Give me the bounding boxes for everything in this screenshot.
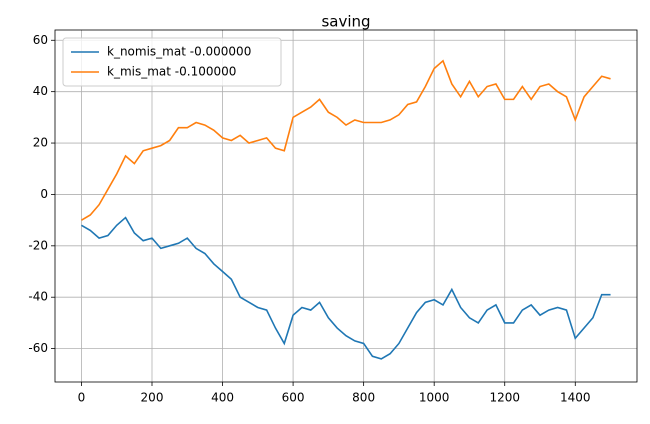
plot-frame bbox=[54, 29, 638, 383]
x-tick-label: 1000 bbox=[419, 391, 450, 405]
chart-title: saving bbox=[321, 13, 370, 31]
y-tick-label: -40 bbox=[28, 290, 48, 304]
legend: k_nomis_mat -0.000000 k_mis_mat -0.100000 bbox=[62, 37, 282, 87]
y-tick-label: -20 bbox=[28, 238, 48, 252]
y-tick-label: 20 bbox=[33, 136, 48, 150]
line bbox=[81, 59, 611, 221]
x-tick-label: 800 bbox=[352, 391, 375, 405]
x-tick-label: 600 bbox=[282, 391, 305, 405]
x-tick-label: 400 bbox=[211, 391, 234, 405]
y-tick-label: -60 bbox=[28, 341, 48, 355]
y-tick-label: 0 bbox=[40, 187, 48, 201]
x-tick-label: 0 bbox=[78, 391, 86, 405]
x-tick-label: 1200 bbox=[489, 391, 520, 405]
legend-box bbox=[62, 37, 282, 87]
y-tick-label: 40 bbox=[33, 84, 48, 98]
x-tick-label: 1400 bbox=[560, 391, 591, 405]
legend-label: k_nomis_mat -0.000000 bbox=[107, 45, 251, 59]
legend-label: k_mis_mat -0.100000 bbox=[107, 65, 236, 79]
y-tick-label: 60 bbox=[33, 33, 48, 47]
line bbox=[81, 216, 611, 360]
x-tick-label: 200 bbox=[141, 391, 164, 405]
